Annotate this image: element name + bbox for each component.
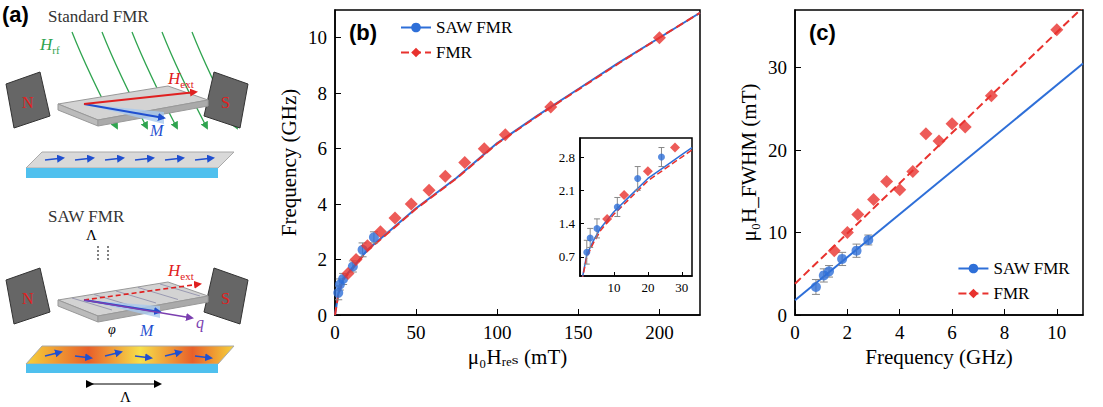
svg-text:SAW FMR: SAW FMR <box>993 259 1070 278</box>
svg-text:50: 50 <box>407 322 426 343</box>
svg-text:Λ: Λ <box>120 389 131 405</box>
svg-text:μ₀Hᵣₑₛ (mT): μ₀Hᵣₑₛ (mT) <box>468 345 567 369</box>
svg-text:0: 0 <box>330 322 340 343</box>
svg-text:SAW FMR: SAW FMR <box>48 207 125 226</box>
svg-text:M: M <box>139 322 155 339</box>
svg-text:SAW FMR: SAW FMR <box>436 18 513 37</box>
svg-text:M: M <box>149 122 165 139</box>
svg-text:200: 200 <box>645 322 674 343</box>
svg-text:20: 20 <box>768 140 787 161</box>
svg-text:μ₀H_FWHM (mT): μ₀H_FWHM (mT) <box>737 84 761 242</box>
svg-text:Hrf: Hrf <box>39 35 60 56</box>
svg-text:6: 6 <box>318 138 328 159</box>
svg-text:0: 0 <box>790 322 800 343</box>
svg-text:2: 2 <box>843 322 853 343</box>
svg-text:6: 6 <box>947 322 957 343</box>
svg-text:30: 30 <box>768 57 787 78</box>
svg-text:(a): (a) <box>2 2 29 27</box>
svg-text:Λ: Λ <box>86 227 97 243</box>
svg-text:q: q <box>196 314 204 332</box>
svg-text:20: 20 <box>641 280 654 295</box>
svg-text:2.1: 2.1 <box>559 183 575 198</box>
svg-text:Frequency (GHz): Frequency (GHz) <box>277 89 301 237</box>
svg-text:Standard FMR: Standard FMR <box>48 7 149 26</box>
svg-text:2: 2 <box>318 249 328 270</box>
svg-text:0: 0 <box>318 305 328 326</box>
svg-text:10: 10 <box>1047 322 1066 343</box>
svg-text:10: 10 <box>308 27 327 48</box>
svg-text:Hext: Hext <box>167 69 194 90</box>
svg-text:10: 10 <box>607 280 620 295</box>
svg-text:100: 100 <box>483 322 512 343</box>
svg-text:N: N <box>22 290 34 307</box>
svg-text:N: N <box>22 94 34 111</box>
svg-text:FMR: FMR <box>993 284 1030 303</box>
svg-text:Frequency (GHz): Frequency (GHz) <box>865 345 1013 369</box>
svg-text:0: 0 <box>778 305 788 326</box>
svg-text:S: S <box>221 94 230 111</box>
svg-text:Hext: Hext <box>167 261 194 282</box>
svg-text:(c): (c) <box>809 20 836 45</box>
svg-text:4: 4 <box>318 194 328 215</box>
svg-text:4: 4 <box>895 322 905 343</box>
svg-text:S: S <box>221 290 230 307</box>
svg-text:30: 30 <box>675 280 688 295</box>
svg-text:8: 8 <box>318 83 328 104</box>
svg-text:FMR: FMR <box>436 43 473 62</box>
svg-text:1.4: 1.4 <box>559 216 576 231</box>
svg-text:0.7: 0.7 <box>559 249 576 264</box>
svg-text:(b): (b) <box>349 20 377 45</box>
svg-text:2.8: 2.8 <box>559 150 575 165</box>
svg-text:8: 8 <box>1000 322 1010 343</box>
svg-text:10: 10 <box>768 222 787 243</box>
svg-text:150: 150 <box>564 322 593 343</box>
svg-text:φ: φ <box>108 322 116 337</box>
